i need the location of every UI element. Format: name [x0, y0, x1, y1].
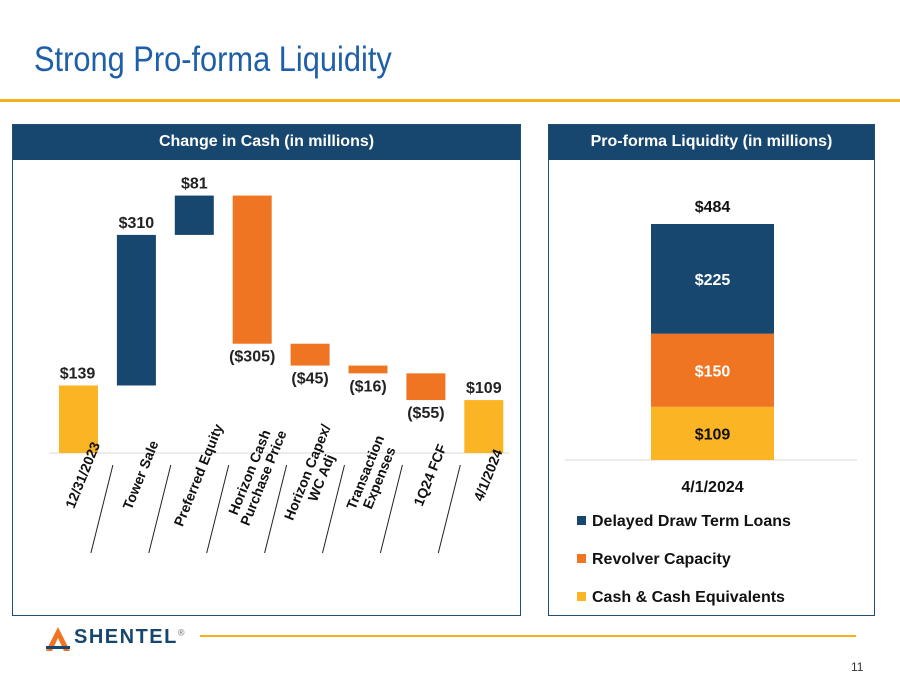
title-divider [0, 99, 900, 102]
liquidity-title: Pro-forma Liquidity (in millions) [549, 125, 874, 160]
waterfall-bar-4 [290, 343, 330, 366]
stacked-label-2: $225 [695, 272, 731, 289]
waterfall-bar-3 [232, 195, 272, 344]
waterfall-bar-1 [116, 234, 156, 386]
waterfall-separator-3 [206, 464, 230, 554]
waterfall-bar-6 [406, 373, 446, 401]
waterfall-label-4: ($45) [291, 371, 328, 388]
legend-label-0: Delayed Draw Term Loans [592, 513, 791, 530]
stacked-total-label: $484 [695, 199, 731, 216]
legend-label-2: Cash & Cash Equivalents [592, 589, 785, 606]
stacked-segment-1 [651, 333, 774, 407]
change-in-cash-panel: Change in Cash (in millions) $139 12/31/2… [12, 124, 521, 616]
shentel-logo-icon [46, 627, 70, 651]
waterfall-category-4: Horizon Capex/WC Adj [281, 422, 348, 528]
waterfall-label-5: ($16) [349, 378, 386, 395]
waterfall-bar-5 [348, 365, 388, 374]
liquidity-chart: $109 $150 $225 $484 4/1/2024 Delayed Draw Ter… [565, 199, 857, 606]
legend-swatch-1 [577, 554, 586, 563]
waterfall-separator-5 [322, 464, 345, 554]
stacked-segment-2 [651, 224, 774, 334]
waterfall-label-1: $310 [119, 215, 155, 232]
stacked-label-1: $150 [695, 363, 731, 380]
waterfall-bar-2 [174, 195, 214, 235]
waterfall-label-6: ($55) [407, 405, 444, 422]
waterfall-label-0: $139 [60, 365, 96, 382]
waterfall-label-7: $109 [466, 380, 502, 397]
waterfall-category-2: Preferred Equity [170, 421, 226, 528]
change-in-cash-title: Change in Cash (in millions) [13, 125, 520, 160]
liquidity-panel: Pro-forma Liquidity (in millions) $109 $1… [548, 124, 875, 616]
stacked-label-0: $109 [695, 426, 731, 443]
waterfall-category-7: 4/1/2024 [470, 447, 505, 504]
waterfall-separator-6 [379, 464, 403, 554]
page-number: 11 [851, 660, 864, 674]
legend-label-1: Revolver Capacity [592, 551, 731, 568]
waterfall-category-3: Horizon CashPurchase Price [223, 422, 290, 528]
footer-divider [200, 635, 856, 637]
waterfall-separator-4 [264, 464, 288, 554]
stacked-segment-0 [651, 406, 774, 460]
brand-name: SHENTEL® [74, 626, 186, 648]
waterfall-label-3: ($305) [229, 349, 275, 366]
page-title: Strong Pro-forma Liquidity [34, 40, 392, 79]
waterfall-category-1: Tower Sale [119, 438, 161, 512]
waterfall-separator-1 [90, 464, 114, 554]
legend-swatch-0 [577, 516, 586, 525]
stacked-category-label: 4/1/2024 [681, 479, 743, 496]
waterfall-separator-2 [148, 464, 172, 554]
waterfall-bar-7 [464, 400, 504, 453]
waterfall-separator-7 [437, 464, 461, 554]
waterfall-category-6: 1Q24 FCF [410, 441, 449, 508]
legend-swatch-2 [577, 592, 586, 601]
waterfall-bar-0 [59, 385, 98, 453]
waterfall-label-2: $81 [181, 176, 208, 193]
